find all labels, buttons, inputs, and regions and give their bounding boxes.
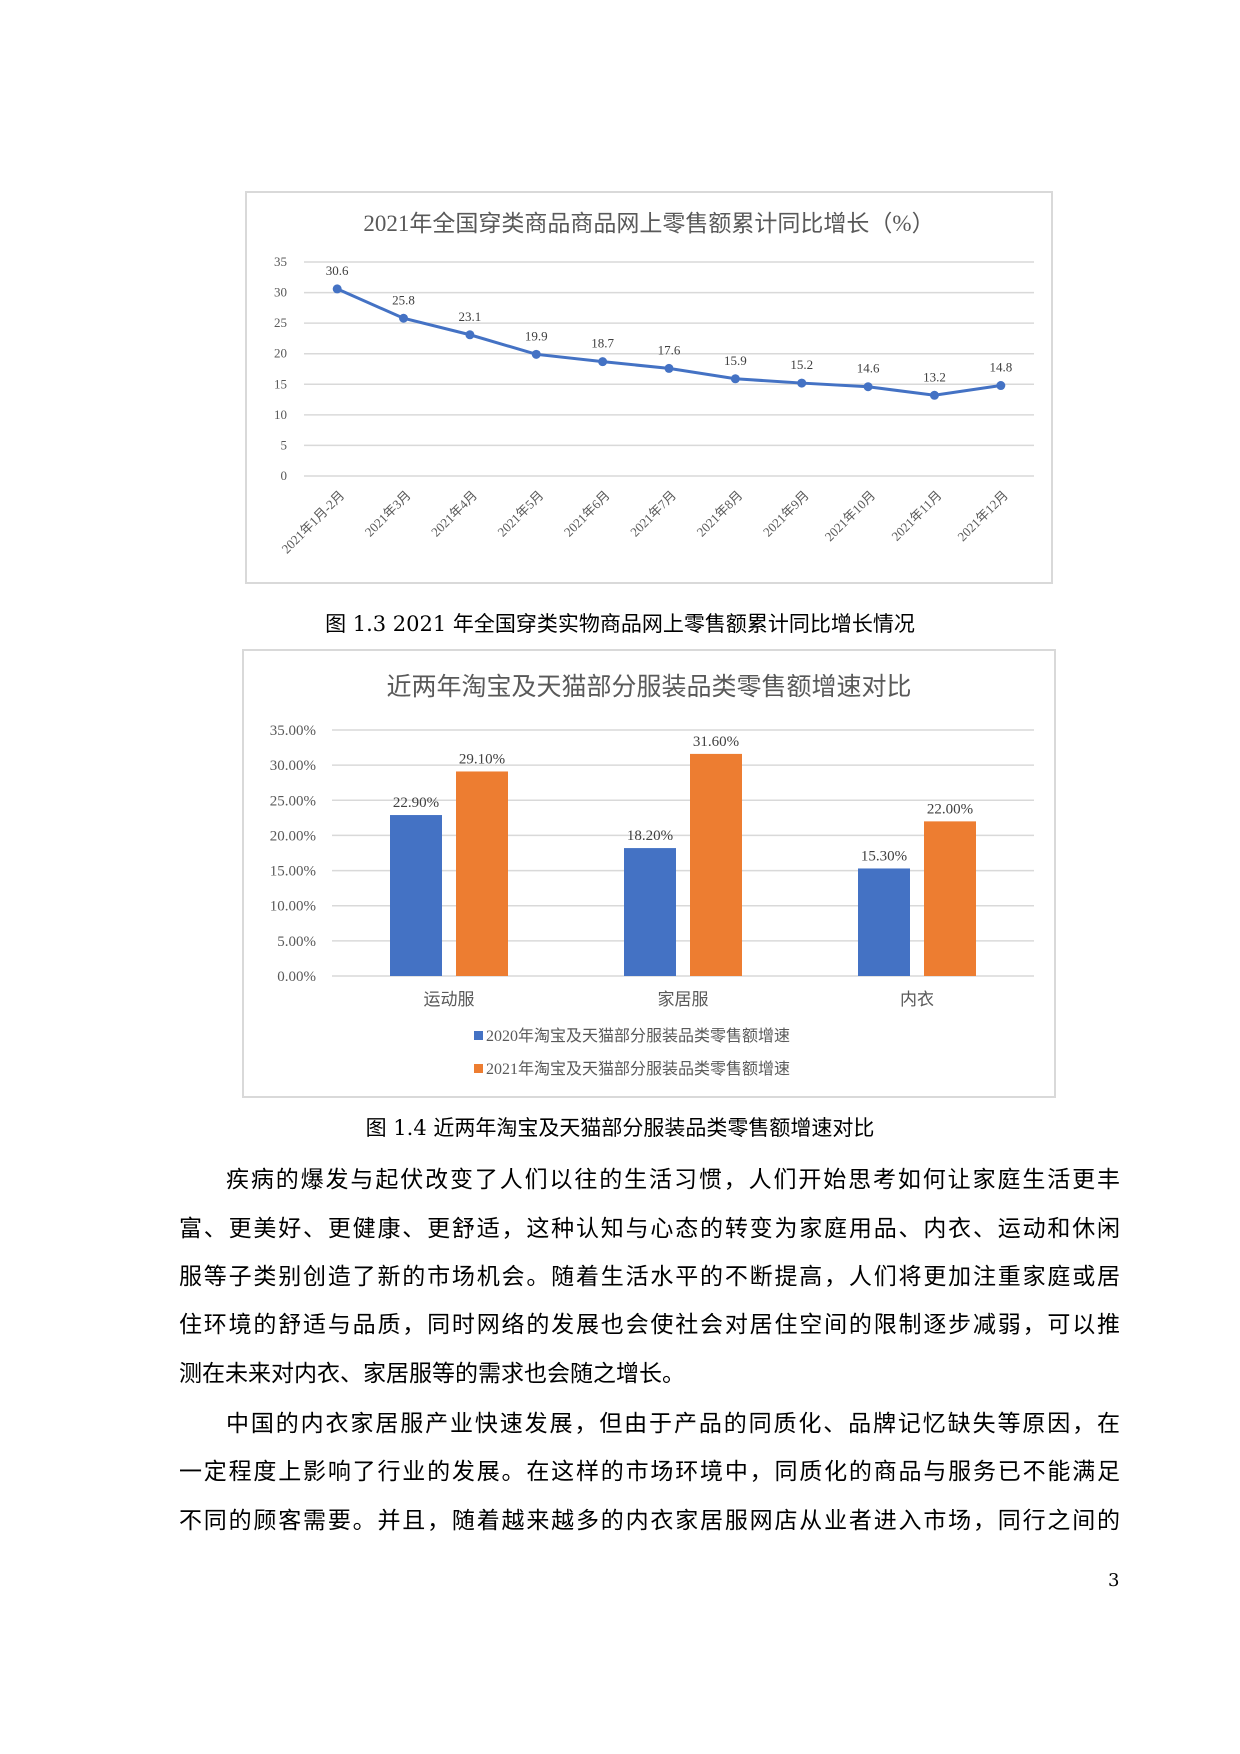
bar-1	[624, 848, 676, 976]
chart-title: 近两年淘宝及天猫部分服装品类零售额增速对比	[386, 673, 911, 701]
x-tick-label: 2021年5月	[494, 488, 546, 540]
page-number: 3	[1108, 1570, 1120, 1591]
data-label: 13.2	[923, 369, 946, 384]
data-label: 29.10%	[459, 751, 505, 767]
data-label: 31.60%	[693, 734, 739, 750]
bar-chart-box: 近两年淘宝及天猫部分服装品类零售额增速对比 0.00% 5.00% 10.00% 15.…	[242, 649, 1056, 1098]
x-tick-label: 内衣	[900, 990, 934, 1009]
y-tick-label: 0	[281, 468, 288, 483]
legend-label: 2021年淘宝及天猫部分服装品类零售额增速	[486, 1060, 790, 1078]
data-label: 14.8	[989, 360, 1012, 375]
x-tick-label: 2021年8月	[694, 488, 746, 540]
text-line: 不同的顾客需要。并且，随着越来越多的内衣家居服网店从业者进入市场，同行之间的	[179, 1508, 1120, 1534]
y-tick-label: 10	[274, 407, 287, 422]
text-line: 服等子类别创造了新的市场机会。随着生活水平的不断提高，人们将更加注重家庭或居	[179, 1264, 1120, 1290]
data-point	[863, 382, 873, 392]
bar-2	[924, 821, 976, 976]
data-point	[929, 390, 939, 400]
x-tick-label: 家居服	[658, 990, 709, 1009]
data-point	[598, 357, 608, 367]
text-line: 富、更美好、更健康、更舒适，这种认知与心态的转变为家庭用品、内衣、运动和休闲	[179, 1216, 1120, 1242]
line-chart: 2021年全国穿类商品商品网上零售额累计同比增长（%） 0 5 10 15 20 25 30 3…	[274, 211, 1034, 557]
y-tick-label: 20.00%	[270, 828, 316, 844]
chart-title: 2021年全国穿类商品商品网上零售额累计同比增长（%）	[363, 211, 934, 236]
legend-swatch	[474, 1031, 483, 1040]
data-point	[730, 374, 740, 384]
y-tick-label: 10.00%	[270, 899, 316, 915]
x-tick-label: 2021年1月-2月	[278, 488, 347, 557]
data-label: 22.90%	[393, 795, 439, 811]
text-line: 疾病的爆发与起伏改变了人们以往的生活习惯，人们开始思考如何让家庭生活更丰	[226, 1167, 1120, 1193]
text-line: 中国的内衣家居服产业快速发展，但由于产品的同质化、品牌记忆缺失等原因，在	[226, 1411, 1120, 1437]
y-tick-label: 25.00%	[270, 793, 316, 809]
data-label: 30.6	[326, 263, 349, 278]
y-tick-label: 15	[274, 376, 287, 391]
legend-swatch	[474, 1064, 483, 1073]
x-tick-label: 2021年9月	[760, 488, 812, 540]
data-point	[664, 363, 674, 373]
data-label: 15.30%	[861, 848, 907, 864]
x-tick-label: 2021年10月	[822, 488, 879, 545]
figure-1-3-caption: 图 1.3 2021 年全国穿类实物商品网上零售额累计同比增长情况	[325, 612, 915, 636]
data-point	[996, 381, 1006, 391]
data-label: 25.8	[392, 292, 415, 307]
y-tick-label: 35.00%	[270, 723, 316, 739]
data-point	[399, 313, 409, 323]
data-label: 15.9	[724, 353, 747, 368]
x-tick-label: 2021年12月	[954, 488, 1011, 545]
text-line: 住环境的舒适与品质，同时网络的发展也会使社会对居住空间的限制逐步减弱，可以推	[179, 1312, 1120, 1338]
x-tick-label: 2021年6月	[561, 488, 613, 540]
x-tick-label: 运动服	[424, 990, 475, 1009]
y-tick-label: 25	[274, 315, 287, 330]
x-tick-label: 2021年3月	[362, 488, 414, 540]
x-tick-label: 2021年7月	[627, 488, 679, 540]
y-tick-label: 30	[274, 285, 287, 300]
text-line: 一定程度上影响了行业的发展。在这样的市场环境中，同质化的商品与服务已不能满足	[179, 1459, 1120, 1485]
y-tick-label: 20	[274, 346, 287, 361]
y-tick-label: 5.00%	[277, 934, 316, 950]
y-tick-label: 30.00%	[270, 758, 316, 774]
data-label: 22.00%	[927, 801, 973, 817]
data-label: 23.1	[459, 309, 482, 324]
text-line: 测在未来对内衣、家居服等的需求也会随之增长。	[179, 1361, 685, 1387]
data-label: 19.9	[525, 328, 548, 343]
data-point	[465, 330, 475, 340]
bar-1	[858, 868, 910, 976]
line-chart-box: 2021年全国穿类商品商品网上零售额累计同比增长（%） 0 5 10 15 20 25 30 3…	[245, 191, 1053, 584]
data-point	[531, 349, 541, 359]
bar-1	[390, 815, 442, 976]
data-label: 15.2	[790, 357, 813, 372]
y-tick-label: 0.00%	[277, 969, 316, 985]
data-point	[797, 378, 807, 388]
figure-1-4-caption: 图 1.4 近两年淘宝及天猫部分服装品类零售额增速对比	[365, 1116, 875, 1140]
bar-chart: 近两年淘宝及天猫部分服装品类零售额增速对比 0.00% 5.00% 10.00% 15.…	[270, 673, 1034, 1078]
bar-2	[456, 771, 508, 976]
data-point	[332, 284, 342, 294]
data-label: 18.7	[591, 336, 614, 351]
data-label: 14.6	[857, 361, 880, 376]
bar-2	[690, 753, 742, 976]
legend-label: 2020年淘宝及天猫部分服装品类零售额增速	[486, 1027, 790, 1045]
y-tick-label: 15.00%	[270, 864, 316, 880]
y-tick-label: 5	[281, 437, 288, 452]
data-label: 18.20%	[627, 828, 673, 844]
y-tick-label: 35	[274, 254, 287, 269]
x-tick-label: 2021年4月	[428, 488, 480, 540]
data-label: 17.6	[658, 342, 681, 357]
x-tick-label: 2021年11月	[888, 488, 944, 544]
